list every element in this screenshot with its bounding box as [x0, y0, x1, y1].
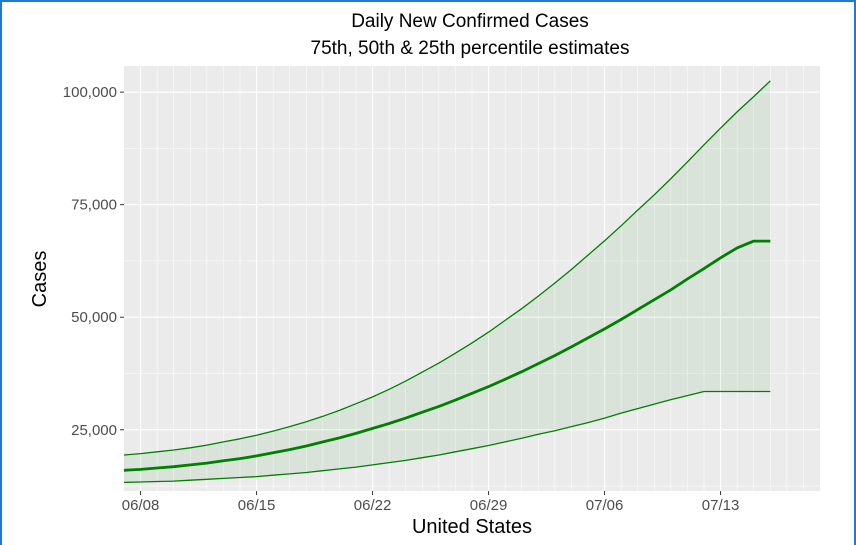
- y-tick-label: 50,000: [71, 309, 117, 326]
- percentile-ribbon: [124, 80, 771, 483]
- series-line-25th: [123, 390, 771, 484]
- series-line-75th: [123, 80, 771, 456]
- x-tick-label: 06/15: [238, 497, 276, 514]
- x-axis: 06/08 06/15 06/22 06/29 07/06 07/13: [122, 491, 740, 514]
- y-tick-label: 75,000: [71, 197, 117, 214]
- y-tick-label: 100,000: [63, 84, 117, 101]
- chart-title: Daily New Confirmed Cases: [351, 11, 589, 32]
- y-axis-title: Cases: [29, 251, 51, 308]
- y-axis: 25,000 50,000 75,000 100,000: [63, 84, 124, 439]
- series-line-50th: [123, 239, 771, 472]
- x-tick-label: 06/22: [354, 497, 392, 514]
- x-axis-title: United States: [412, 516, 532, 538]
- x-tick-label: 07/06: [586, 497, 624, 514]
- x-tick-label: 07/13: [702, 497, 740, 514]
- y-tick-label: 25,000: [71, 422, 117, 439]
- series-lines: [123, 80, 771, 484]
- chart-subtitle: 75th, 50th & 25th percentile estimates: [311, 38, 630, 59]
- x-tick-label: 06/29: [470, 497, 508, 514]
- grid: [124, 66, 820, 491]
- ribbon-layer: [124, 80, 771, 483]
- x-tick-label: 06/08: [122, 497, 160, 514]
